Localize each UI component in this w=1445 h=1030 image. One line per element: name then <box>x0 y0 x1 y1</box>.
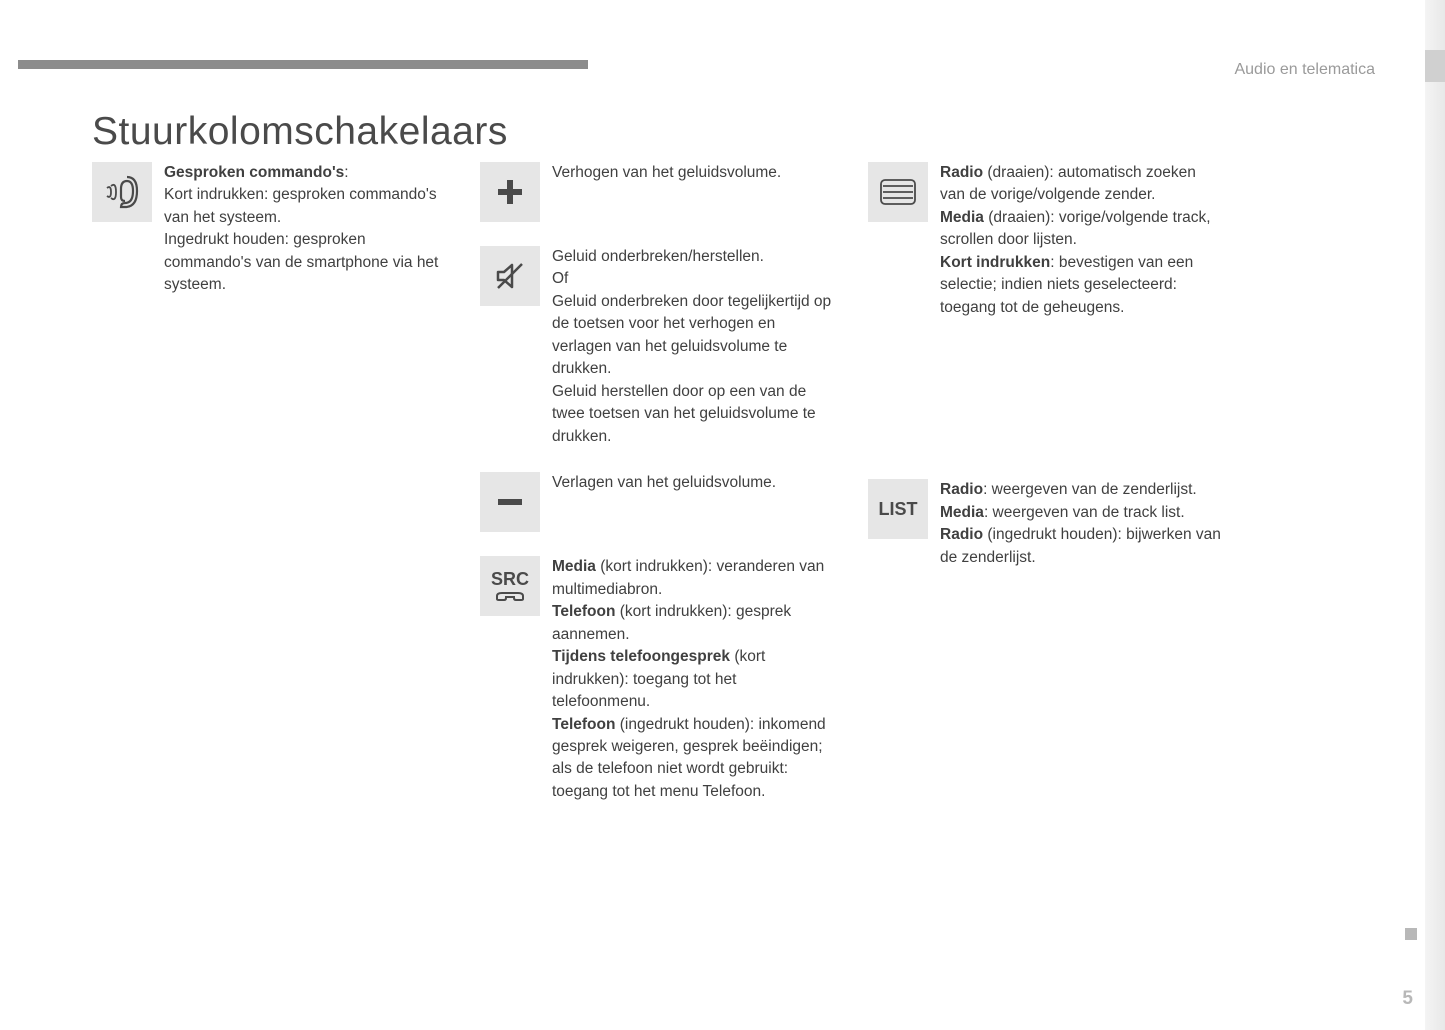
entry-volume-up: Verhogen van het geluidsvolume. <box>480 162 836 222</box>
column-2: Verhogen van het geluidsvolume. Geluid o… <box>480 162 836 803</box>
voice-text-long: Ingedrukt houden: gesproken commando's v… <box>164 231 438 293</box>
page-title: Stuurkolomschakelaars <box>92 110 508 154</box>
entry-volume-down: Verlagen van het geluidsvolume. <box>480 472 836 532</box>
src-phone-icon: SRC <box>480 556 540 616</box>
wheel-description: Radio (draaien): automatisch zoeken van … <box>940 162 1224 319</box>
scroll-wheel-icon <box>868 162 928 222</box>
list-label: LIST <box>879 499 918 520</box>
entry-list: LIST Radio: weergeven van de zenderlijst… <box>868 479 1224 569</box>
page-edge-shade <box>1425 0 1445 1030</box>
plus-icon <box>480 162 540 222</box>
voice-text-short: Kort indrukken: gesproken commando's van… <box>164 186 437 225</box>
column-1: Gesproken commando's: Kort indrukken: ge… <box>92 162 448 803</box>
top-accent-bar <box>18 60 588 69</box>
entry-mute: Geluid onderbreken/herstellen. Of Geluid… <box>480 246 836 448</box>
list-icon: LIST <box>868 479 928 539</box>
minus-icon <box>480 472 540 532</box>
page-number: 5 <box>1402 988 1413 1010</box>
page-tab-notch <box>1425 50 1445 82</box>
volume-down-text: Verlagen van het geluidsvolume. <box>552 472 776 494</box>
voice-icon <box>92 162 152 222</box>
volume-up-text: Verhogen van het geluidsvolume. <box>552 162 781 184</box>
entry-src-phone: SRC Media (kort indrukken): veranderen v… <box>480 556 836 803</box>
content-columns: Gesproken commando's: Kort indrukken: ge… <box>92 162 1224 803</box>
mute-icon <box>480 246 540 306</box>
src-label: SRC <box>491 569 529 590</box>
entry-wheel: Radio (draaien): automatisch zoeken van … <box>868 162 1224 319</box>
page-marker-square <box>1405 928 1417 940</box>
section-header: Audio en telematica <box>1234 61 1375 79</box>
voice-description: Gesproken commando's: Kort indrukken: ge… <box>164 162 448 297</box>
column-3: Radio (draaien): automatisch zoeken van … <box>868 162 1224 803</box>
list-description: Radio: weergeven van de zenderlijst. Med… <box>940 479 1224 569</box>
entry-voice-commands: Gesproken commando's: Kort indrukken: ge… <box>92 162 448 297</box>
mute-description: Geluid onderbreken/herstellen. Of Geluid… <box>552 246 836 448</box>
src-description: Media (kort indrukken): veranderen van m… <box>552 556 836 803</box>
voice-label: Gesproken commando's <box>164 164 344 181</box>
